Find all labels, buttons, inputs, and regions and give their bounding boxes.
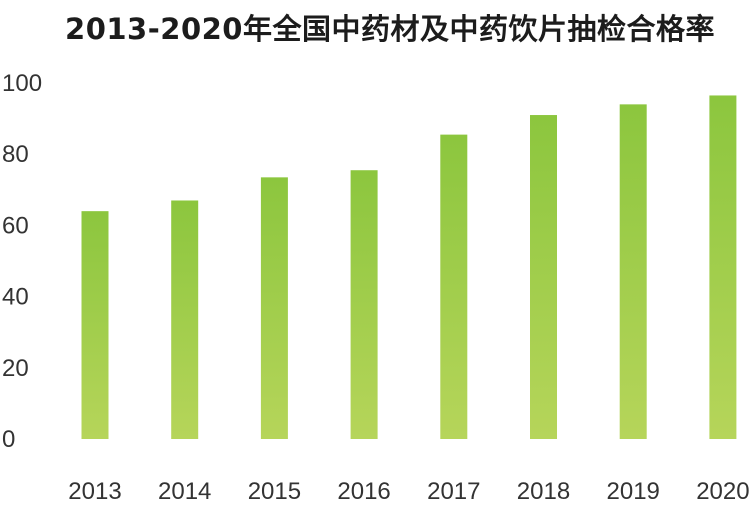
chart-title: 2013-2020年全国中药材及中药饮片抽检合格率 (65, 12, 715, 46)
x-tick-label: 2016 (337, 478, 390, 505)
x-axis: 2013 2014 2015 2016 2017 2018 2019 2020 (68, 478, 749, 505)
bar-2017 (440, 134, 468, 439)
y-tick-label: 40 (2, 284, 29, 311)
y-tick-label: 100 (2, 70, 42, 97)
bar-2020 (709, 95, 737, 440)
x-tick-label: 2019 (607, 478, 660, 505)
bar-2013 (81, 211, 109, 439)
y-tick-label: 80 (2, 141, 29, 168)
x-tick-label: 2017 (427, 478, 480, 505)
y-axis: 0 20 40 60 80 100 (2, 70, 42, 453)
y-tick-label: 60 (2, 212, 29, 239)
bars-group (81, 95, 737, 440)
bar-2016 (350, 170, 378, 439)
y-tick-label: 0 (2, 426, 15, 453)
bar-2014 (171, 200, 199, 439)
bar-2015 (260, 177, 288, 439)
x-tick-label: 2018 (517, 478, 570, 505)
bar-2019 (619, 104, 647, 440)
x-tick-label: 2020 (696, 478, 749, 505)
x-tick-label: 2015 (248, 478, 301, 505)
y-tick-label: 20 (2, 355, 29, 382)
bar-2018 (530, 115, 557, 439)
x-tick-label: 2014 (158, 478, 211, 505)
x-tick-label: 2013 (68, 478, 121, 505)
